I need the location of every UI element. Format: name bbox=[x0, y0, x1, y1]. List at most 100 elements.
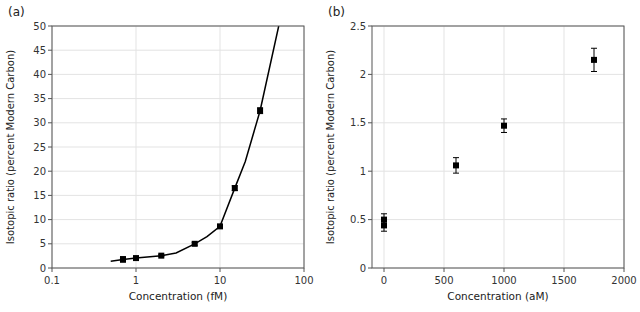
error-bar bbox=[501, 119, 507, 133]
point bbox=[217, 223, 223, 229]
tick-x bbox=[384, 268, 385, 272]
panel: 0 500 1000 1500 2000 0 0.5 1 1.5 2 2.5 (b) Concentra… bbox=[325, 5, 637, 302]
tick-label-x: 500 bbox=[434, 275, 453, 286]
plot-frame bbox=[52, 26, 304, 268]
tick-label-y: 1 bbox=[360, 166, 366, 177]
grid-line-x bbox=[444, 26, 445, 268]
tick-x bbox=[504, 268, 505, 272]
grid-line-y bbox=[52, 171, 304, 172]
point bbox=[158, 253, 164, 259]
tick-y bbox=[368, 26, 372, 27]
tick-label-x: 1500 bbox=[551, 275, 576, 286]
grid-line-y bbox=[52, 74, 304, 75]
error-bar bbox=[591, 48, 597, 71]
error-bar bbox=[381, 214, 387, 226]
grid-line-y bbox=[372, 219, 624, 220]
tick-label-x: 1 bbox=[133, 275, 139, 286]
tick-label-x: 10 bbox=[214, 275, 227, 286]
point bbox=[120, 256, 126, 262]
tick-y bbox=[48, 195, 52, 196]
tick-label-y: 50 bbox=[33, 21, 46, 32]
x-axis-label: Concentration (fM) bbox=[129, 290, 228, 302]
tick-y bbox=[368, 268, 372, 269]
panel-title: (b) bbox=[328, 5, 345, 19]
tick-label-y: 10 bbox=[33, 214, 46, 225]
error-bar bbox=[232, 186, 238, 191]
panel: 0.1 1 10 100 0 5 10 15 20 25 30 35 40 45 50 (a) Concentr… bbox=[5, 5, 314, 302]
curve bbox=[111, 26, 279, 261]
error-bar bbox=[257, 108, 263, 114]
tick-label-y: 20 bbox=[33, 166, 46, 177]
tick-y bbox=[368, 122, 372, 123]
tick-x bbox=[220, 268, 221, 272]
plot-marks bbox=[381, 48, 597, 231]
point bbox=[501, 123, 507, 129]
plot-frame bbox=[372, 26, 624, 268]
tick-x bbox=[136, 268, 137, 272]
tick-y bbox=[48, 122, 52, 123]
tick-y bbox=[48, 268, 52, 269]
tick-x bbox=[304, 268, 305, 272]
grid-line-y bbox=[52, 147, 304, 148]
tick-label-y: 30 bbox=[33, 117, 46, 128]
grid-line-y bbox=[52, 122, 304, 123]
tick-label-x: 0 bbox=[381, 275, 387, 286]
point bbox=[381, 217, 387, 223]
grid-line-y bbox=[372, 74, 624, 75]
tick-label-y: 35 bbox=[33, 93, 46, 104]
tick-y bbox=[48, 243, 52, 244]
error-bar bbox=[453, 158, 459, 173]
tick-y bbox=[48, 26, 52, 27]
tick-y bbox=[48, 171, 52, 172]
grid-line-x bbox=[504, 26, 505, 268]
point bbox=[232, 185, 238, 191]
grid-line-x bbox=[564, 26, 565, 268]
tick-x bbox=[564, 268, 565, 272]
tick-y bbox=[368, 74, 372, 75]
tick-label-x: 100 bbox=[294, 275, 313, 286]
tick-label-y: 2 bbox=[360, 69, 366, 80]
tick-y bbox=[48, 147, 52, 148]
tick-y bbox=[48, 74, 52, 75]
tick-y bbox=[368, 171, 372, 172]
point bbox=[133, 255, 139, 261]
tick-x bbox=[444, 268, 445, 272]
chart-root: 0.111010005101520253035404550(a)Concentr… bbox=[0, 0, 640, 312]
tick-y bbox=[48, 98, 52, 99]
tick-label-y: 15 bbox=[33, 190, 46, 201]
tick-label-y: 40 bbox=[33, 69, 46, 80]
grid-line-y bbox=[372, 171, 624, 172]
tick-y bbox=[48, 219, 52, 220]
grid-line-y bbox=[52, 98, 304, 99]
grid-line-y bbox=[52, 243, 304, 244]
tick-y bbox=[368, 219, 372, 220]
plot-marks bbox=[111, 26, 279, 263]
tick-label-y: 2.5 bbox=[350, 21, 366, 32]
point bbox=[257, 108, 263, 114]
grid-line-y bbox=[52, 195, 304, 196]
tick-label-y: 0.5 bbox=[350, 214, 366, 225]
grid-line-y bbox=[372, 122, 624, 123]
point bbox=[453, 162, 459, 168]
tick-label-y: 45 bbox=[33, 45, 46, 56]
tick-label-x: 0.1 bbox=[44, 275, 60, 286]
tick-x bbox=[624, 268, 625, 272]
tick-label-x: 2000 bbox=[611, 275, 636, 286]
point bbox=[591, 57, 597, 63]
x-axis-label: Concentration (aM) bbox=[447, 290, 548, 302]
tick-label-y: 5 bbox=[40, 238, 46, 249]
y-axis-label: Isotopic ratio (percent Modern Carbon) bbox=[5, 50, 16, 244]
tick-label-y: 1.5 bbox=[350, 117, 366, 128]
tick-label-x: 1000 bbox=[491, 275, 516, 286]
y-axis-label: Isotopic ratio (percent Modern Carbon) bbox=[325, 50, 336, 244]
tick-label-y: 0 bbox=[40, 263, 46, 274]
point bbox=[120, 257, 126, 263]
panel-title: (a) bbox=[8, 5, 25, 19]
grid-line-y bbox=[52, 50, 304, 51]
tick-x bbox=[52, 268, 53, 272]
grid-line-y bbox=[52, 219, 304, 220]
tick-label-y: 25 bbox=[33, 142, 46, 153]
tick-y bbox=[48, 50, 52, 51]
point bbox=[192, 241, 198, 247]
tick-label-y: 0 bbox=[360, 263, 366, 274]
